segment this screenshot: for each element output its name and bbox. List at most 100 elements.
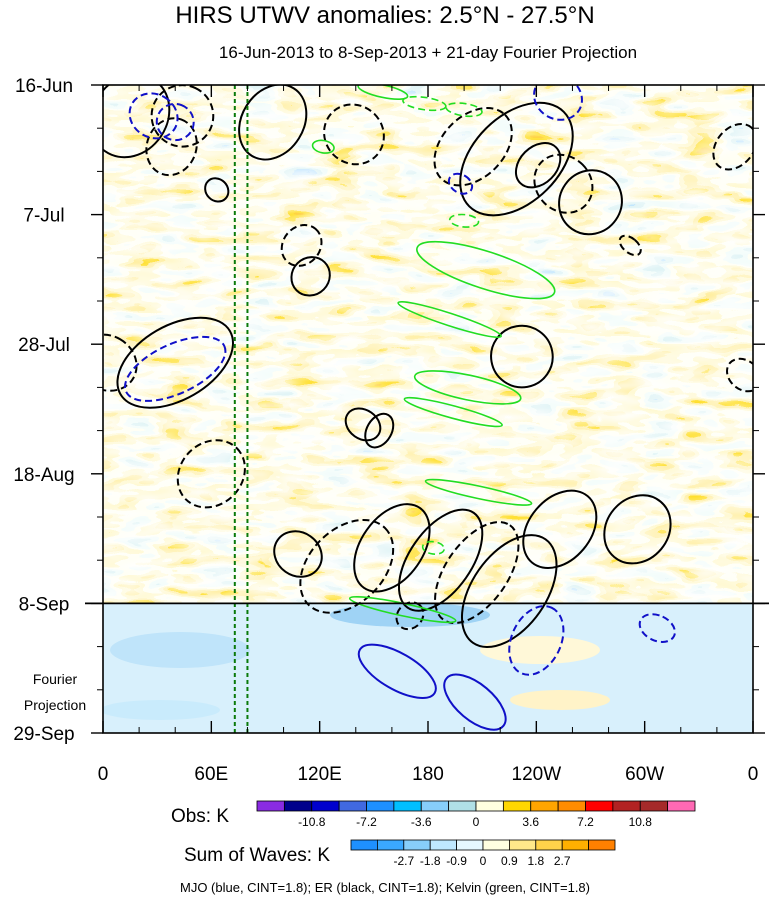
- waves-colorbar-tick-label: 0: [480, 854, 487, 868]
- er-contour: [103, 333, 138, 392]
- waves-colorbar-swatch: [508, 839, 537, 851]
- er-contour: [204, 177, 230, 203]
- mjo-contour: [357, 643, 437, 699]
- y-tick-label: 18-Aug: [13, 465, 74, 486]
- obs-colorbar-swatch: [530, 800, 559, 812]
- waves-colorbar-swatch: [429, 839, 458, 851]
- obs-colorbar-swatch: [557, 800, 586, 812]
- er-contour: [116, 316, 234, 409]
- er-contour: [344, 407, 382, 442]
- projection-anomaly-patch: [110, 632, 250, 668]
- kelvin-contour: [445, 102, 483, 118]
- obs-colorbar-label: Obs: K: [171, 806, 229, 827]
- obs-colorbar-tick-label: 7.2: [577, 815, 594, 829]
- waves-colorbar-tick-label: -1.8: [420, 854, 441, 868]
- mjo-contour: [443, 673, 507, 731]
- x-tick-label: 120E: [297, 764, 341, 785]
- waves-colorbar: -2.7 -1.8 -0.9 0 0.9 1.8 2.7: [350, 839, 616, 868]
- y-tick-label: 7-Jul: [23, 206, 64, 227]
- waves-colorbar-tick-label: 0.9: [501, 854, 518, 868]
- x-tick-label: 0: [98, 764, 109, 785]
- waves-colorbar-tick-label: -2.7: [393, 854, 414, 868]
- observed-anomaly-field: [103, 85, 753, 603]
- er-contour: [726, 357, 753, 393]
- projection-label-line2: Projection: [24, 697, 86, 713]
- er-contour: [273, 530, 323, 578]
- kelvin-contour: [421, 540, 445, 555]
- mjo-contour: [447, 172, 474, 195]
- obs-colorbar-swatch: [311, 800, 340, 812]
- kelvin-contour: [448, 213, 480, 228]
- waves-colorbar-swatch: [403, 839, 431, 851]
- er-contour: [280, 224, 323, 267]
- x-tick-label: 120W: [512, 764, 562, 785]
- kelvin-contour: [424, 478, 533, 506]
- waves-colorbar-label: Sum of Waves: K: [184, 845, 330, 866]
- kelvin-contour: [403, 396, 503, 428]
- mjo-contour: [128, 92, 179, 140]
- er-contour: [522, 489, 598, 570]
- kelvin-contour: [402, 95, 447, 112]
- obs-colorbar-swatch: [585, 800, 614, 812]
- obs-colorbar-tick-label: -3.6: [411, 815, 432, 829]
- er-contour: [238, 85, 308, 161]
- obs-colorbar-swatch: [448, 800, 477, 812]
- obs-colorbar-swatch: [639, 800, 669, 812]
- axis-ticks: 0 60E 120E 180 120W 60W 0 16-Jun 7-Jul 28-Jul 18-A…: [13, 76, 765, 785]
- projection-anomaly-patch: [330, 603, 490, 627]
- obs-colorbar-swatch: [502, 800, 532, 812]
- waves-colorbar-swatch: [588, 839, 616, 851]
- y-tick-label: 8-Sep: [19, 594, 70, 615]
- er-contour: [176, 439, 246, 509]
- er-contour: [460, 534, 558, 649]
- waves-colorbar-swatch: [535, 839, 563, 851]
- er-contour: [603, 494, 672, 565]
- er-contour: [459, 101, 574, 217]
- er-contour: [299, 518, 395, 614]
- er-contour: [533, 153, 594, 214]
- x-tick-label: 60E: [194, 764, 228, 785]
- er-contour: [103, 85, 171, 159]
- chart-title: HIRS UTWV anomalies: 2.5°N - 27.5°N: [175, 2, 594, 29]
- obs-colorbar-tick-label: 3.6: [522, 815, 539, 829]
- y-tick-label: 28-Jul: [18, 335, 70, 356]
- er-contour: [395, 601, 425, 631]
- obs-colorbar-tick-label: 10.8: [629, 815, 653, 829]
- mjo-contour: [155, 102, 195, 142]
- er-contour: [397, 508, 484, 612]
- obs-colorbar-tick-label: 0: [473, 815, 480, 829]
- mjo-contour: [533, 85, 583, 121]
- er-contour: [150, 85, 215, 148]
- obs-colorbar: -10.8 -7.2 -3.6 0 3.6 7.2 10.8: [256, 800, 696, 829]
- obs-colorbar-swatch: [366, 800, 395, 812]
- obs-colorbar-swatch: [393, 800, 422, 812]
- obs-colorbar-tick-label: -7.2: [356, 815, 377, 829]
- obs-colorbar-swatch: [667, 800, 696, 812]
- y-tick-label: 16-Jun: [15, 76, 73, 97]
- obs-colorbar-tick-label: -10.8: [298, 815, 326, 829]
- obs-colorbar-swatch: [256, 800, 285, 812]
- y-tick-label: 29-Sep: [13, 724, 74, 745]
- mjo-contour: [508, 605, 565, 676]
- waves-colorbar-swatch: [350, 839, 378, 851]
- er-contour: [434, 521, 520, 625]
- projection-anomaly-patch: [510, 690, 610, 710]
- waves-colorbar-swatch: [561, 839, 590, 851]
- waves-colorbar-swatch: [456, 839, 484, 851]
- wave-contours: [103, 85, 753, 731]
- er-contour: [145, 117, 198, 177]
- mjo-contour: [124, 335, 227, 402]
- obs-colorbar-swatch: [338, 800, 367, 812]
- obs-colorbar-swatch: [420, 800, 450, 812]
- reference-lines: [233, 85, 249, 733]
- x-tick-label: 0: [748, 764, 759, 785]
- kelvin-contour: [413, 370, 522, 405]
- er-contour: [353, 503, 431, 593]
- waves-colorbar-swatch: [482, 839, 510, 851]
- chart-subtitle: 16-Jun-2013 to 8-Sep-2013 + 21-day Fouri…: [219, 43, 637, 62]
- waves-colorbar-tick-label: 2.7: [554, 854, 571, 868]
- waves-colorbar-swatch: [376, 839, 405, 851]
- projection-anomaly-patch: [103, 700, 220, 720]
- er-contour: [290, 256, 331, 297]
